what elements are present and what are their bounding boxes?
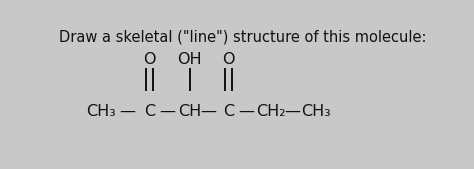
Text: —: — xyxy=(284,104,301,119)
Text: Draw a skeletal ("line") structure of this molecule:: Draw a skeletal ("line") structure of th… xyxy=(59,29,427,44)
Text: C: C xyxy=(144,104,155,119)
Text: OH: OH xyxy=(177,52,202,67)
Text: CH₂: CH₂ xyxy=(256,104,285,119)
Text: CH: CH xyxy=(178,104,201,119)
Text: —: — xyxy=(160,104,176,119)
Text: CH₃: CH₃ xyxy=(301,104,331,119)
Text: —: — xyxy=(119,104,135,119)
Text: —: — xyxy=(200,104,216,119)
Text: —: — xyxy=(238,104,255,119)
Text: O: O xyxy=(222,52,235,67)
Text: C: C xyxy=(223,104,234,119)
Text: O: O xyxy=(143,52,155,67)
Text: CH₃: CH₃ xyxy=(87,104,117,119)
